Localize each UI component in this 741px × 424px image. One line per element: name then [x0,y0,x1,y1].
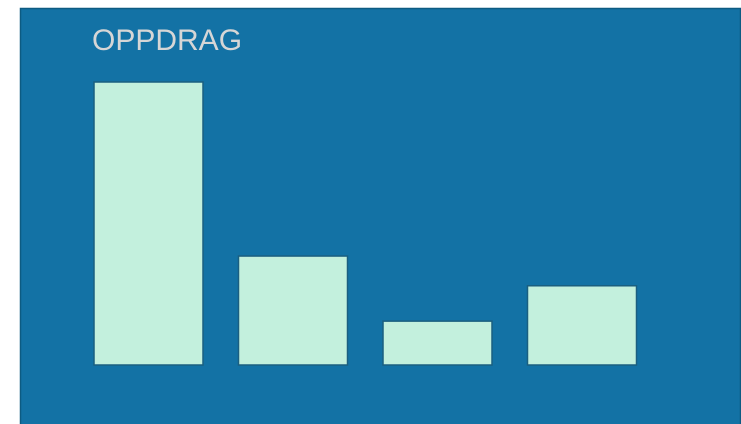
bar [237,255,349,366]
bar [93,81,204,366]
chart-title: OPPDRAG [92,24,242,57]
bar [382,320,493,366]
bar [526,285,638,366]
